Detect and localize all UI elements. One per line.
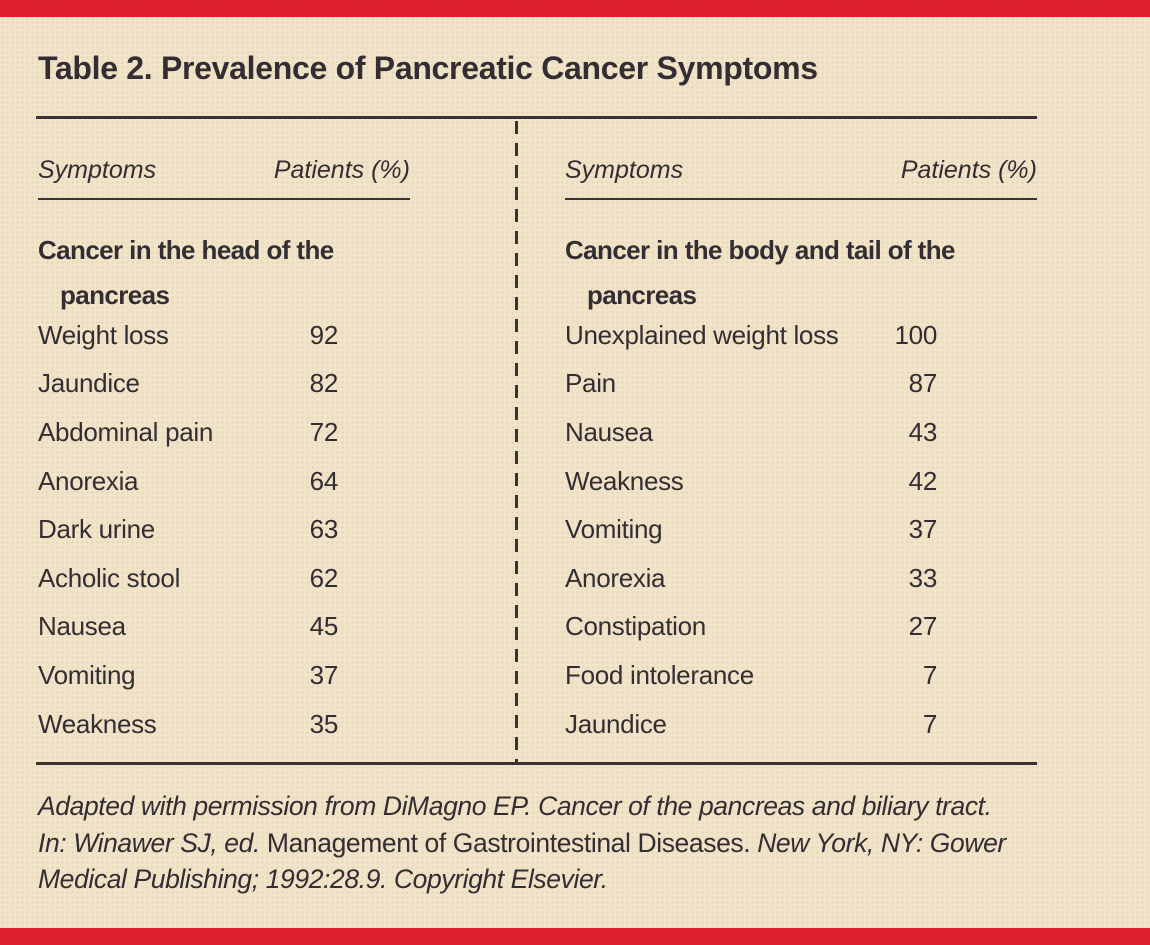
column-header-symptoms: Symptoms bbox=[38, 156, 157, 184]
footnote-citation: Adapted with permission from DiMagno EP.… bbox=[38, 788, 1138, 898]
symptom-label: Food intolerance bbox=[565, 659, 754, 690]
footnote-citation-segment: New York, NY: Gower bbox=[750, 827, 1006, 858]
table-row: Abdominal pain 72 bbox=[38, 408, 410, 457]
footnote-line-1: Adapted with permission from DiMagno EP.… bbox=[38, 791, 992, 821]
patients-percent-value: 62 bbox=[309, 562, 339, 593]
bottom-accent-bar bbox=[0, 928, 1150, 945]
table-row: Anorexia 33 bbox=[565, 554, 1037, 603]
patients-percent-value: 92 bbox=[309, 319, 339, 350]
symptom-label: Nausea bbox=[38, 611, 126, 642]
footnote-line-2: In: Winawer SJ, ed. Management of Gastro… bbox=[38, 825, 1138, 862]
patients-percent-value: 27 bbox=[908, 611, 938, 642]
symptom-label: Unexplained weight loss bbox=[565, 319, 839, 350]
table-row: Constipation 27 bbox=[565, 603, 1037, 652]
table-title: Table 2. Prevalence of Pancreatic Cancer… bbox=[38, 50, 818, 86]
table-row: Pain 87 bbox=[565, 360, 1037, 409]
table-row: Weakness 42 bbox=[565, 457, 1037, 506]
section-header-line1: Cancer in the body and tail of the bbox=[565, 235, 955, 265]
table-row: Unexplained weight loss 100 bbox=[565, 311, 1037, 360]
footnote-book-title: Management of Gastrointestinal Diseases. bbox=[266, 827, 751, 858]
table-row: Weight loss 92 bbox=[38, 311, 410, 360]
symptom-label: Pain bbox=[565, 368, 616, 399]
symptom-label: Weight loss bbox=[38, 319, 169, 350]
table-row: Jaundice 82 bbox=[38, 360, 410, 409]
table-row: Anorexia 64 bbox=[38, 457, 410, 506]
symptom-label: Jaundice bbox=[38, 368, 140, 399]
table-row: Acholic stool 62 bbox=[38, 554, 410, 603]
patients-percent-value: 35 bbox=[309, 708, 339, 739]
patients-percent-value: 33 bbox=[908, 562, 938, 593]
symptom-label: Constipation bbox=[565, 611, 706, 642]
table-rows: Unexplained weight loss 100 Pain 87 Naus… bbox=[565, 311, 1037, 748]
column-header-symptoms: Symptoms bbox=[565, 156, 684, 184]
column-header-patients: Patients (%) bbox=[273, 156, 410, 184]
patients-percent-value: 43 bbox=[908, 416, 938, 447]
section-header-line2: pancreas bbox=[587, 280, 697, 310]
symptom-label: Nausea bbox=[565, 416, 653, 447]
symptom-label: Acholic stool bbox=[38, 562, 181, 593]
patients-percent-value: 100 bbox=[894, 319, 938, 350]
footnote-line-3: Medical Publishing; 1992:28.9. Copyright… bbox=[38, 864, 608, 894]
table-row: Jaundice 7 bbox=[565, 700, 1037, 749]
patients-percent-value: 7 bbox=[922, 708, 937, 739]
symptom-label: Jaundice bbox=[565, 708, 667, 739]
column-header-row: Symptoms Patients (%) bbox=[38, 156, 410, 200]
section-header-line2: pancreas bbox=[60, 280, 170, 310]
patients-percent-value: 7 bbox=[922, 659, 937, 690]
symptom-label: Anorexia bbox=[38, 465, 139, 496]
table-row: Nausea 43 bbox=[565, 408, 1037, 457]
patients-percent-value: 72 bbox=[309, 416, 339, 447]
section-header-line1: Cancer in the head of the bbox=[38, 235, 334, 265]
column-header-patients: Patients (%) bbox=[900, 156, 1037, 184]
symptom-label: Anorexia bbox=[565, 562, 666, 593]
table-row: Weakness 35 bbox=[38, 700, 410, 749]
symptom-label: Abdominal pain bbox=[38, 416, 214, 447]
patients-percent-value: 63 bbox=[309, 514, 339, 545]
patients-percent-value: 37 bbox=[908, 514, 938, 545]
top-accent-bar bbox=[0, 0, 1150, 17]
table-row: Nausea 45 bbox=[38, 603, 410, 652]
table-rows: Weight loss 92 Jaundice 82 Abdominal pai… bbox=[38, 311, 410, 748]
dashed-column-divider bbox=[515, 121, 518, 762]
symptom-label: Vomiting bbox=[38, 659, 136, 690]
section-header-body-tail-of-pancreas: Cancer in the body and tail of the pancr… bbox=[565, 228, 955, 318]
section-header-head-of-pancreas: Cancer in the head of the pancreas bbox=[38, 228, 334, 318]
table-row: Food intolerance 7 bbox=[565, 651, 1037, 700]
table-row: Vomiting 37 bbox=[38, 651, 410, 700]
patients-percent-value: 87 bbox=[908, 368, 938, 399]
symptom-label: Vomiting bbox=[565, 514, 663, 545]
column-header-row: Symptoms Patients (%) bbox=[565, 156, 1037, 200]
patients-percent-value: 64 bbox=[309, 465, 339, 496]
patients-percent-value: 45 bbox=[309, 611, 339, 642]
patients-percent-value: 42 bbox=[908, 465, 938, 496]
table-row: Dark urine 63 bbox=[38, 505, 410, 554]
top-rule bbox=[36, 116, 1037, 119]
patients-percent-value: 37 bbox=[309, 659, 339, 690]
patients-percent-value: 82 bbox=[309, 368, 339, 399]
symptom-label: Weakness bbox=[565, 465, 684, 496]
bottom-rule bbox=[36, 762, 1037, 765]
table-row: Vomiting 37 bbox=[565, 505, 1037, 554]
footnote-citation-segment: In: Winawer SJ, ed. bbox=[38, 827, 267, 858]
symptom-label: Weakness bbox=[38, 708, 157, 739]
symptom-label: Dark urine bbox=[38, 514, 155, 545]
